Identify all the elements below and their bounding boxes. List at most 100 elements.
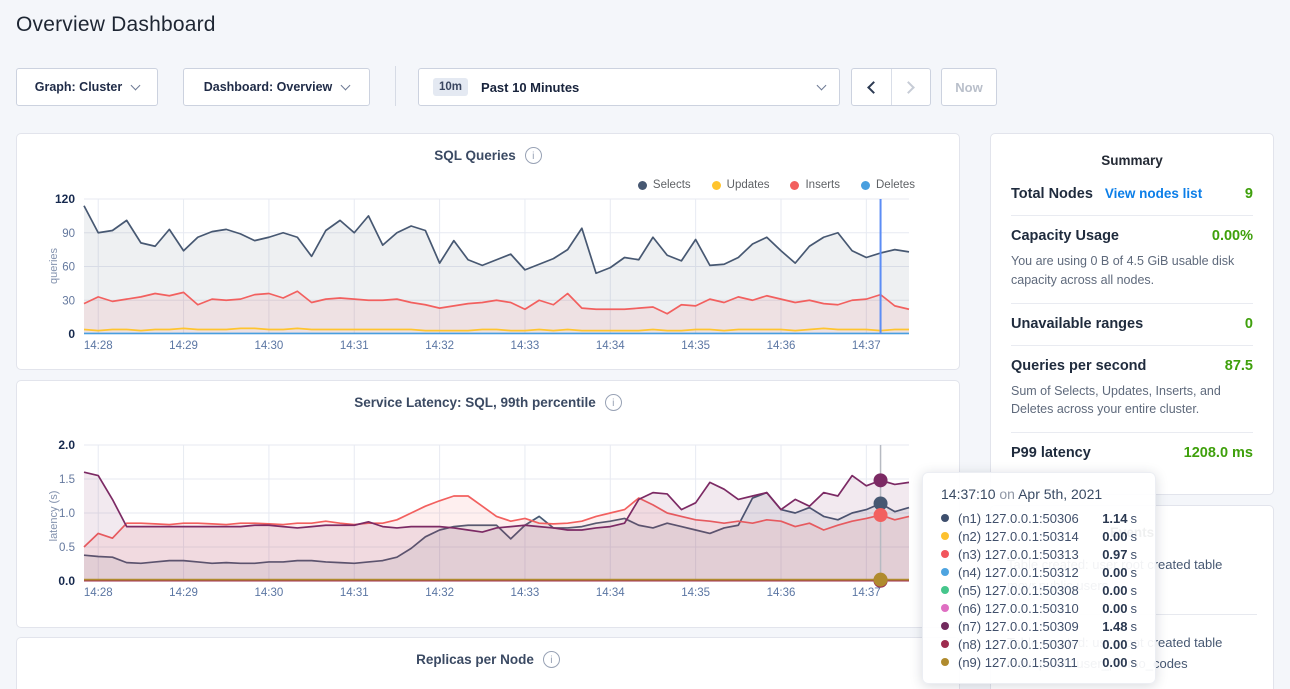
axis-tick-labels: 0 30 60 90 120 14:28 14:29 14:30 14:31 14:32 14:33… — [55, 192, 881, 352]
tooltip-node-label: (n5) 127.0.0.1:50308 — [958, 582, 1079, 598]
svg-text:14:31: 14:31 — [340, 587, 369, 599]
view-nodes-list-link[interactable]: View nodes list — [1104, 186, 1203, 201]
svg-text:14:37: 14:37 — [852, 587, 881, 599]
summary-row-value: 9 — [1244, 186, 1253, 202]
dashboard-dropdown[interactable]: Dashboard: Overview — [183, 68, 370, 106]
legend-item-selects[interactable]: Selects — [637, 179, 691, 191]
summary-row-label: Unavailable ranges — [1011, 315, 1144, 332]
service-latency-card: Service Latency: SQL, 99th percentile i … — [16, 380, 960, 628]
gridlines — [84, 444, 909, 582]
tooltip-node-label: (n8) 127.0.0.1:50307 — [958, 636, 1079, 652]
replicas-per-node-title: Replicas per Node — [416, 652, 534, 667]
sql-queries-chart[interactable]: 0 30 60 90 120 14:28 14:29 14:30 14:31 14:32 14:33… — [17, 192, 961, 362]
legend-dot-icon — [637, 180, 647, 190]
summary-row-head: P99 latency 1208.0 ms — [1011, 445, 1253, 461]
summary-row-label: Total Nodes — [1011, 186, 1093, 202]
series-area-1 — [84, 492, 909, 581]
svg-text:14:29: 14:29 — [169, 587, 198, 599]
sql-queries-title: SQL Queries — [434, 148, 516, 163]
svg-text:14:32: 14:32 — [425, 587, 454, 599]
tooltip-row: (n3) 127.0.0.1:50313 0.97 s — [941, 545, 1137, 563]
tooltip-row: (n1) 127.0.0.1:50306 1.14 s — [941, 509, 1137, 527]
tooltip-row: (n7) 127.0.0.1:50309 1.48 s — [941, 617, 1137, 635]
tooltip-node-unit: s — [1130, 510, 1138, 526]
svg-text:14:36: 14:36 — [767, 340, 796, 352]
series-dot-icon — [941, 514, 949, 522]
tooltip-node-label: (n4) 127.0.0.1:50312 — [958, 564, 1079, 580]
summary-row: P99 latency 1208.0 ms — [1011, 432, 1253, 474]
svg-text:14:31: 14:31 — [340, 340, 369, 352]
summary-row-subtext: Sum of Selects, Updates, Inserts, and De… — [1011, 383, 1221, 417]
svg-text:14:28: 14:28 — [84, 340, 113, 352]
time-range-badge: 10m — [433, 78, 469, 96]
legend-item-deletes[interactable]: Deletes — [861, 179, 915, 191]
svg-text:120: 120 — [55, 192, 75, 206]
legend-label: Updates — [726, 179, 770, 191]
graph-dropdown[interactable]: Graph: Cluster — [16, 68, 158, 106]
summary-row-head: Capacity Usage 0.00% — [1011, 228, 1253, 244]
tooltip-row: (n4) 127.0.0.1:50312 0.00 s — [941, 563, 1137, 581]
hover-dot-1 — [873, 496, 888, 511]
sql-queries-card: SQL Queries i Selects Updates Inserts Delet… — [16, 133, 960, 370]
hover-dot-3 — [873, 508, 888, 523]
tooltip-on-word: on — [999, 486, 1015, 502]
summary-rows: Total Nodes View nodes list 9 Capacity Usag… — [991, 168, 1273, 474]
svg-text:14:34: 14:34 — [596, 340, 625, 352]
svg-text:1.0: 1.0 — [59, 508, 75, 520]
tooltip-date: Apr 5th, 2021 — [1018, 486, 1103, 502]
legend-label: Inserts — [805, 179, 840, 191]
series-line-3 — [83, 290, 910, 315]
legend-item-updates[interactable]: Updates — [711, 179, 770, 191]
svg-text:0: 0 — [68, 327, 75, 341]
summary-row: Unavailable ranges 0 — [1011, 302, 1253, 345]
series-area-7 — [84, 472, 909, 581]
series-dot-icon — [941, 532, 949, 540]
tooltip-node-value: 0.00 — [1102, 582, 1128, 598]
tooltip-node-unit: s — [1130, 546, 1138, 562]
summary-row-label: P99 latency — [1011, 445, 1091, 461]
tooltip-node-value: 0.97 — [1102, 546, 1128, 562]
axis-tick-labels: 0.0 0.5 1.0 1.5 2.0 14:28 14:29 14:30 14:31 14:32… — [58, 438, 880, 599]
chart-hover-tooltip: 14:37:10 on Apr 5th, 2021 (n1) 127.0.0.1… — [922, 472, 1156, 684]
dashboard-dropdown-label: Dashboard: Overview — [203, 80, 333, 94]
series-line-7 — [83, 471, 910, 533]
series-line-2 — [83, 327, 909, 332]
info-icon[interactable]: i — [524, 147, 542, 164]
graph-dropdown-label: Graph: Cluster — [34, 80, 123, 94]
now-button[interactable]: Now — [941, 68, 997, 106]
next-time-button[interactable] — [890, 69, 931, 105]
tooltip-node-unit: s — [1130, 636, 1138, 652]
replicas-per-node-card: Replicas per Node i — [16, 637, 960, 689]
info-icon[interactable]: i — [604, 394, 622, 411]
tooltip-node-value: 1.48 — [1102, 618, 1128, 634]
chevron-down-icon — [340, 80, 351, 90]
summary-panel: Summary Total Nodes View nodes list 9 Capac… — [990, 133, 1274, 495]
time-range-selector[interactable]: 10m Past 10 Minutes — [418, 68, 840, 106]
svg-text:0.0: 0.0 — [58, 574, 75, 588]
legend-label: Selects — [652, 179, 691, 191]
summary-row: Total Nodes View nodes list 9 — [1011, 174, 1253, 215]
series-plot — [83, 205, 910, 335]
chevron-right-icon — [902, 80, 916, 94]
svg-text:14:30: 14:30 — [255, 340, 284, 352]
hover-dots — [873, 473, 888, 588]
service-latency-chart[interactable]: 0.0 0.5 1.0 1.5 2.0 14:28 14:29 14:30 14:31 14:32… — [17, 433, 961, 611]
svg-text:2.0: 2.0 — [58, 438, 75, 452]
legend-item-inserts[interactable]: Inserts — [790, 179, 840, 191]
prev-time-button[interactable] — [852, 69, 891, 105]
tooltip-node-value: 0.00 — [1102, 564, 1128, 580]
series-line-1 — [83, 205, 910, 275]
series-plot — [83, 471, 910, 582]
series-dot-icon — [941, 568, 949, 576]
summary-row-value: 0.00% — [1211, 228, 1253, 244]
tooltip-node-unit: s — [1130, 564, 1138, 580]
legend-label: Deletes — [876, 179, 915, 191]
sql-queries-legend: Selects Updates Inserts Deletes — [637, 179, 915, 191]
svg-text:14:35: 14:35 — [681, 587, 710, 599]
chevron-down-icon — [130, 80, 141, 90]
tooltip-row: (n6) 127.0.0.1:50310 0.00 s — [941, 599, 1137, 617]
svg-text:14:37: 14:37 — [852, 340, 881, 352]
hover-dot-9 — [873, 572, 888, 587]
info-icon[interactable]: i — [542, 651, 560, 668]
